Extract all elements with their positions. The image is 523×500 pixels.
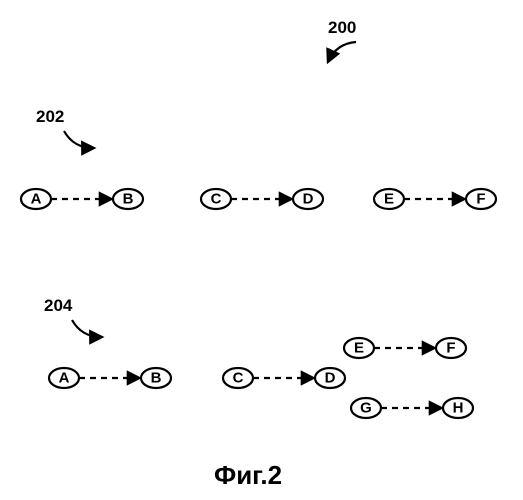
node-label: B [151, 370, 162, 387]
ref-202-leader [64, 131, 93, 148]
node-g: G [351, 398, 381, 418]
node-label: D [303, 191, 314, 208]
ref-204: 204 [44, 296, 72, 316]
node-label: G [360, 400, 372, 417]
ref-200-leader [328, 42, 356, 62]
node-label: A [31, 191, 42, 208]
node-h: H [443, 398, 473, 418]
patent-diagram: A B C D E F E F A B C D G H [0, 0, 523, 500]
node-e: E [344, 338, 374, 358]
node-d: D [293, 189, 323, 209]
node-b: B [113, 189, 143, 209]
node-label: D [325, 370, 336, 387]
node-label: C [233, 370, 244, 387]
node-d: D [315, 368, 345, 388]
ref-200: 200 [328, 18, 356, 38]
node-a: A [21, 189, 51, 209]
node-label: E [384, 191, 394, 208]
node-a: A [49, 368, 79, 388]
node-f: F [466, 189, 496, 209]
node-e: E [374, 189, 404, 209]
node-f: F [436, 338, 466, 358]
node-label: B [123, 191, 134, 208]
ref-202: 202 [36, 107, 64, 127]
figure-caption: Фиг.2 [214, 460, 282, 491]
node-label: H [453, 400, 464, 417]
node-label: C [211, 191, 222, 208]
node-label: F [476, 191, 485, 208]
node-label: F [446, 340, 455, 357]
node-c: C [223, 368, 253, 388]
node-label: E [354, 340, 364, 357]
node-b: B [141, 368, 171, 388]
ref-204-leader [72, 320, 101, 337]
node-label: A [59, 370, 70, 387]
node-c: C [201, 189, 231, 209]
